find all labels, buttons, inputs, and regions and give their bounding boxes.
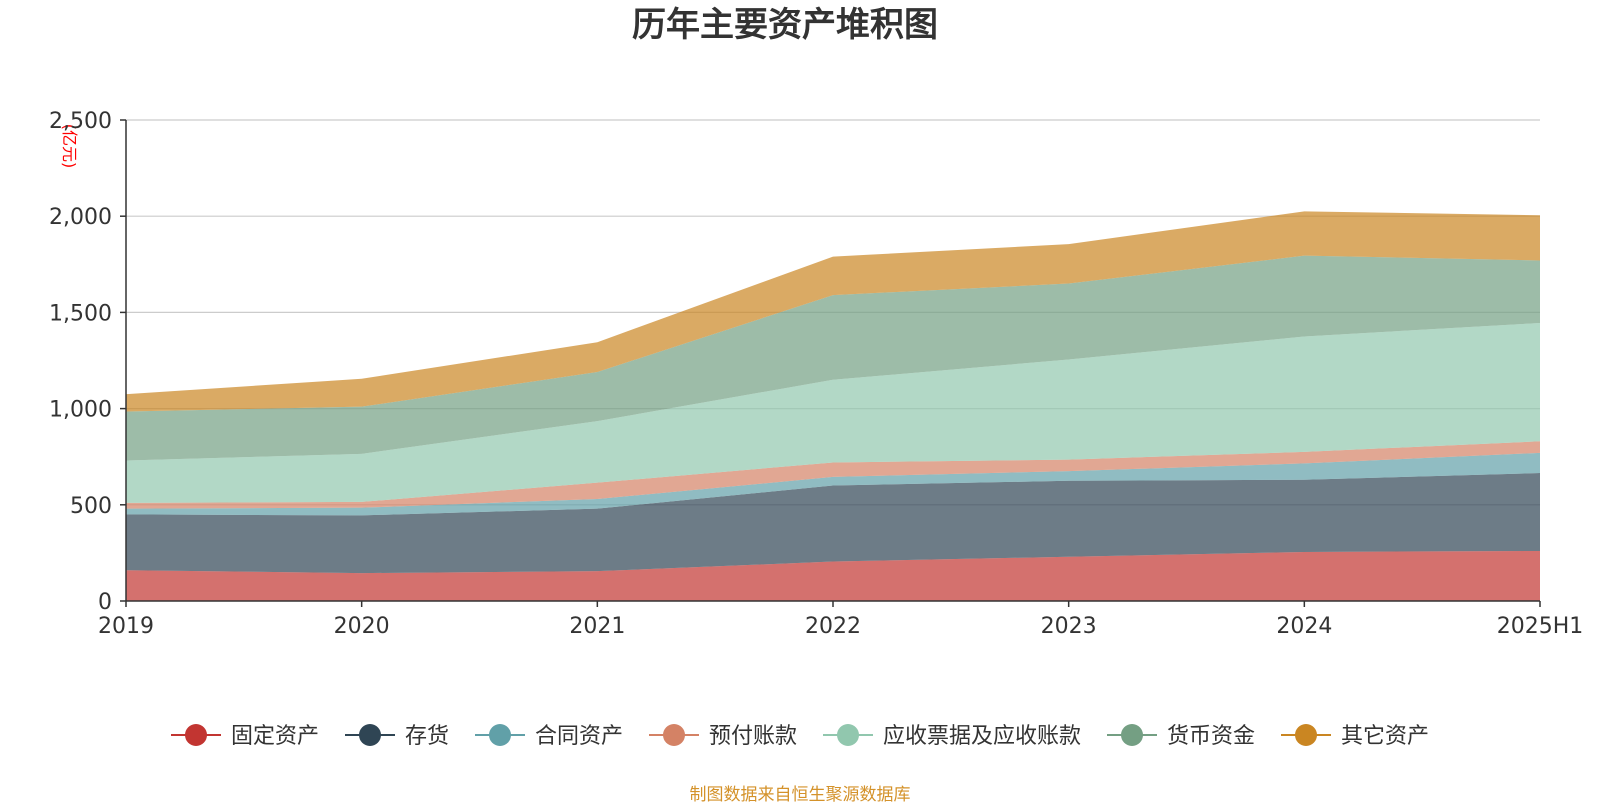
y-axis-ticks: 0 500 1,000 1,500 2,000 2,500 [49,109,126,615]
x-tick-label: 2021 [569,614,625,639]
legend-item[interactable]: 固定资产 [171,724,319,749]
y-tick-label: 2,000 [49,205,112,230]
x-axis-ticks: 2019 2020 2021 2022 2023 2024 2025H1 [98,601,1583,639]
area-series-3 [126,452,1540,516]
legend-label: 固定资产 [231,724,319,749]
legend-marker-icon [1295,724,1317,746]
area-series-group [126,211,1540,601]
y-axis-unit-label: (亿元) [60,124,79,169]
legend-item[interactable]: 合同资产 [475,724,623,749]
legend-item[interactable]: 应收票据及应收账款 [823,724,1081,749]
area-series-4 [126,441,1540,509]
legend-label: 应收票据及应收账款 [883,724,1081,749]
legend-label: 其它资产 [1341,724,1429,749]
area-series-5 [126,322,1540,503]
legend-item[interactable]: 其它资产 [1281,724,1429,749]
x-tick-label: 2019 [98,614,154,639]
y-tick-label: 2,500 [49,109,112,134]
area-series-2 [126,473,1540,574]
legend-marker-icon [489,724,511,746]
legend: 固定资产 存货 合同资产 预付账款 应收票据及应收账款 货币资金 其它资产 [171,724,1429,749]
x-tick-label: 2022 [805,614,861,639]
x-tick-label: 2024 [1276,614,1332,639]
legend-label: 存货 [405,724,449,749]
legend-marker-icon [663,724,685,746]
x-tick-label: 2025H1 [1497,614,1584,639]
area-series-6 [126,255,1540,461]
x-tick-label: 2023 [1041,614,1097,639]
legend-label: 货币资金 [1167,724,1255,749]
chart-title: 历年主要资产堆积图 [632,5,938,45]
y-tick-label: 0 [98,590,112,615]
y-tick-label: 1,000 [49,398,112,423]
area-series-7 [126,211,1540,412]
legend-marker-icon [359,724,381,746]
legend-marker-icon [837,724,859,746]
area-series-1 [126,550,1540,601]
legend-marker-icon [185,724,207,746]
x-tick-label: 2020 [334,614,390,639]
data-source-footer: 制图数据来自恒生聚源数据库 [689,785,911,805]
y-tick-label: 1,500 [49,301,112,326]
legend-item[interactable]: 货币资金 [1107,724,1255,749]
legend-item[interactable]: 存货 [345,724,449,749]
legend-label: 合同资产 [535,724,623,749]
y-tick-label: 500 [70,494,112,519]
legend-label: 预付账款 [709,724,797,749]
legend-marker-icon [1121,724,1143,746]
legend-item[interactable]: 预付账款 [649,724,797,749]
